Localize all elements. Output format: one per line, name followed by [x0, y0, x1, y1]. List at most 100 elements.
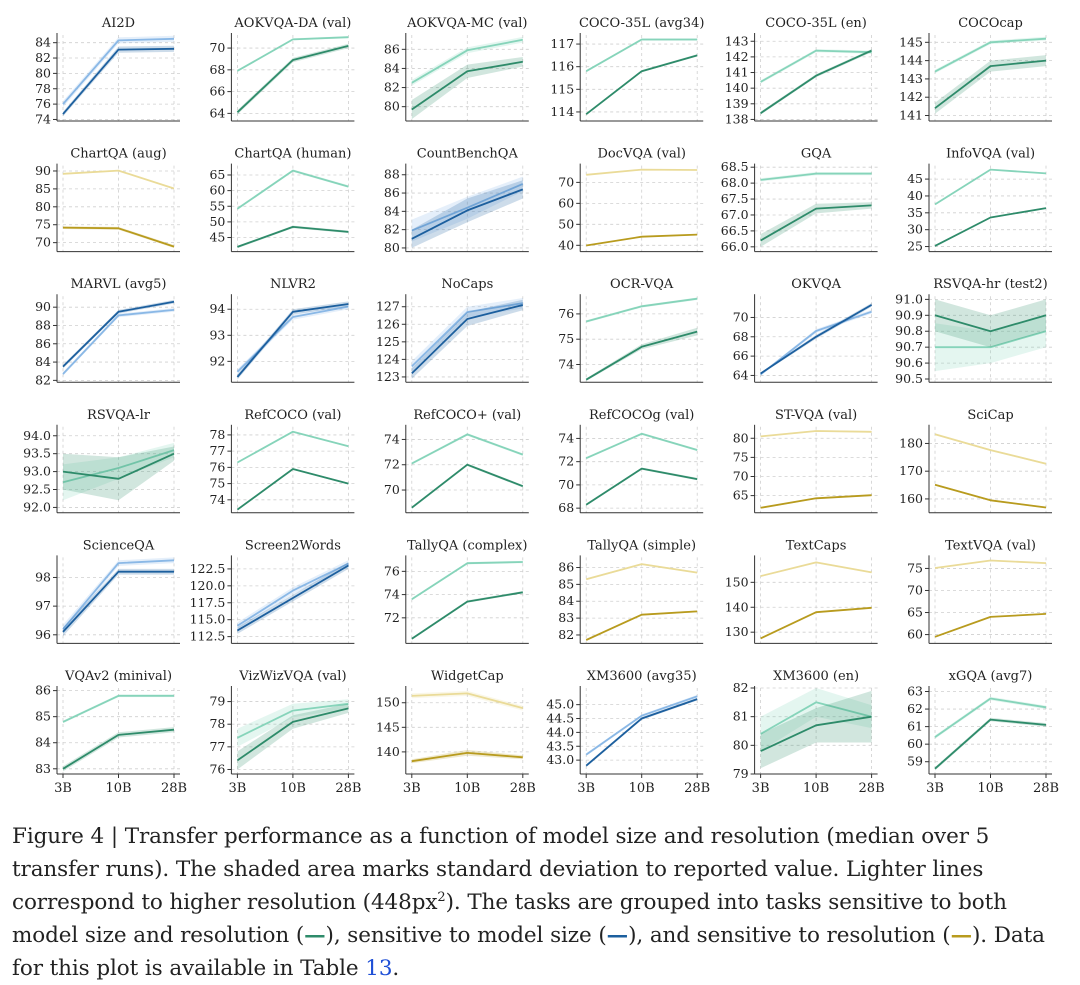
y-tick-label: 84 [35, 735, 51, 750]
std-band [237, 699, 349, 747]
std-band [411, 749, 523, 764]
y-tick-label: 80 [35, 65, 51, 80]
y-tick-label: 81 [733, 709, 749, 724]
x-tick-label: 28B [161, 781, 187, 796]
y-tick-label: 25 [907, 239, 923, 254]
y-tick-label: 78 [209, 716, 225, 731]
chart-title: RefCOCOg (val) [589, 408, 694, 423]
y-tick-label: 170 [899, 463, 923, 478]
series-line-448px [411, 692, 524, 709]
chart-panel: COCO-35L (avg34) 114 115 116 117 [550, 16, 705, 122]
chart-panel: OCR-VQA 74 75 76 [558, 277, 704, 383]
chart-title: RefCOCO+ (val) [413, 408, 521, 423]
y-tick-label: 122.5 [190, 561, 226, 576]
y-tick-label: 75 [35, 217, 51, 232]
x-tick-label: 3B [403, 781, 421, 796]
series-line-224px [760, 49, 872, 114]
chart-title: COCO-35L (avg34) [579, 16, 705, 31]
series-line-448px [236, 562, 349, 627]
y-tick-label: 60 [209, 183, 225, 198]
x-tick-label: 28B [335, 781, 361, 796]
y-tick-label: 160 [899, 491, 923, 506]
y-tick-label: 125 [376, 334, 400, 349]
series-line-224px [411, 591, 523, 640]
y-tick-label: 76 [35, 96, 51, 111]
y-tick-label: 82 [384, 80, 400, 95]
y-tick-label: 90.8 [895, 323, 923, 338]
series-line-448px [62, 169, 175, 190]
chart-panel: OKVQA 64 66 68 70 [733, 277, 878, 383]
series-line-224px [411, 304, 524, 375]
chart-panel: RSVQA-lr 92.0 92.5 93.0 93.5 94.0 [23, 408, 180, 514]
y-tick-label: 90.9 [895, 307, 923, 322]
chart-title: DocVQA (val) [597, 147, 686, 162]
series-line-224px [934, 613, 1047, 638]
y-tick-label: 142 [899, 89, 923, 104]
chart-title: ChartQA (human) [234, 147, 351, 162]
std-band [935, 315, 1046, 372]
series-line-448px [760, 430, 872, 438]
chart-panel: XM3600 (avg35) 43.043.544.044.545.0 3B 10B 2… [546, 669, 710, 796]
y-tick-label: 80 [384, 240, 400, 255]
x-tick-label: 10B [977, 781, 1003, 796]
series-line-224px [585, 330, 698, 381]
y-tick-label: 115.0 [190, 612, 226, 627]
y-tick-label: 82 [733, 680, 749, 695]
y-tick-label: 78 [209, 427, 225, 442]
y-tick-label: 65 [907, 605, 923, 620]
series-line-448px [62, 559, 175, 630]
y-tick-label: 144 [899, 53, 923, 68]
y-tick-label: 74 [35, 111, 51, 126]
y-tick-label: 70 [209, 40, 225, 55]
y-tick-label: 66 [209, 84, 225, 99]
series-line-448px [236, 169, 349, 210]
y-tick-label: 75 [907, 560, 923, 575]
chart-title: TallyQA (complex) [407, 538, 527, 553]
x-tick-label: 28B [859, 781, 885, 796]
y-tick-label: 67.5 [721, 191, 749, 206]
y-tick-label: 112.5 [190, 629, 226, 644]
chart-title: Screen2Words [245, 538, 341, 553]
chart-panel: WidgetCap 140 145 150 3B 10B 28B [376, 669, 536, 796]
x-tick-label: 3B [752, 781, 770, 796]
series-line-224px [585, 467, 698, 506]
y-tick-label: 84 [384, 60, 400, 75]
chart-panel: RSVQA-hr (test2) 90.590.690.790.890.991.0 [895, 277, 1052, 386]
y-tick-label: 76 [209, 761, 225, 776]
chart-title: COCOcap [958, 16, 1023, 31]
chart-title: GQA [801, 147, 832, 162]
series-line-448px [411, 183, 524, 232]
chart-title: xGQA (avg7) [949, 669, 1033, 684]
chart-title: AOKVQA-DA (val) [233, 16, 351, 31]
series-line-224px [934, 718, 1047, 770]
y-tick-label: 45.0 [546, 697, 574, 712]
chart-panel: TextVQA (val) 60 65 70 75 [907, 538, 1052, 644]
y-tick-label: 45 [209, 230, 225, 245]
y-tick-label: 74 [558, 430, 574, 445]
series-line-224px [237, 225, 349, 248]
chart-panel: MARVL (avg5) 82 84 86 88 90 [35, 277, 180, 387]
series-line-224px [934, 483, 1047, 509]
x-tick-label: 28B [1033, 781, 1059, 796]
y-tick-label: 76 [558, 306, 574, 321]
y-tick-label: 117 [550, 36, 574, 51]
blue-line-icon: — [606, 923, 629, 948]
y-tick-label: 74 [209, 492, 225, 507]
series-line-448px [935, 330, 1047, 349]
y-tick-label: 114 [550, 104, 574, 119]
y-tick-label: 60 [907, 627, 923, 642]
y-tick-label: 72 [384, 610, 400, 625]
std-band [935, 299, 1046, 348]
y-tick-label: 68.0 [721, 175, 749, 190]
y-tick-label: 70 [384, 482, 400, 497]
y-tick-label: 30 [907, 222, 923, 237]
y-tick-label: 61 [907, 719, 923, 734]
series-line-224px [760, 204, 872, 242]
chart-title: ST-VQA (val) [775, 408, 857, 423]
y-tick-label: 55 [209, 198, 225, 213]
y-tick-label: 86 [35, 683, 51, 698]
chart-panel: COCOcap 141 142 143 144 145 [899, 16, 1052, 123]
